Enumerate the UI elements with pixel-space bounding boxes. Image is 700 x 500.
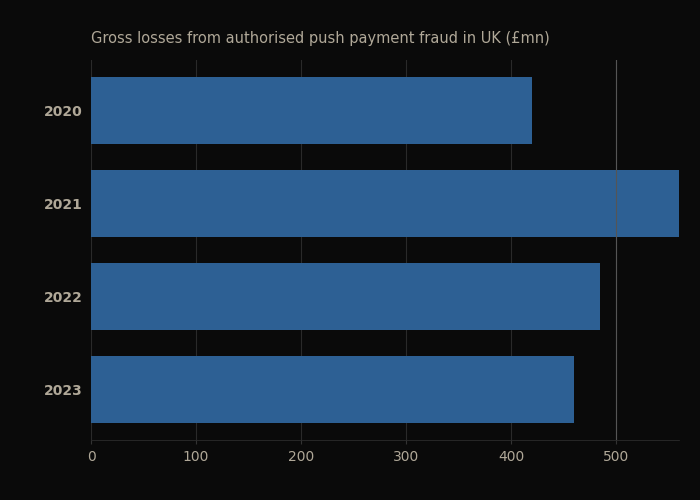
Bar bbox=[91, 356, 574, 422]
Bar bbox=[91, 78, 532, 144]
Bar bbox=[91, 263, 601, 330]
Bar bbox=[91, 170, 700, 237]
Text: Gross losses from authorised push payment fraud in UK (£mn): Gross losses from authorised push paymen… bbox=[91, 32, 550, 46]
